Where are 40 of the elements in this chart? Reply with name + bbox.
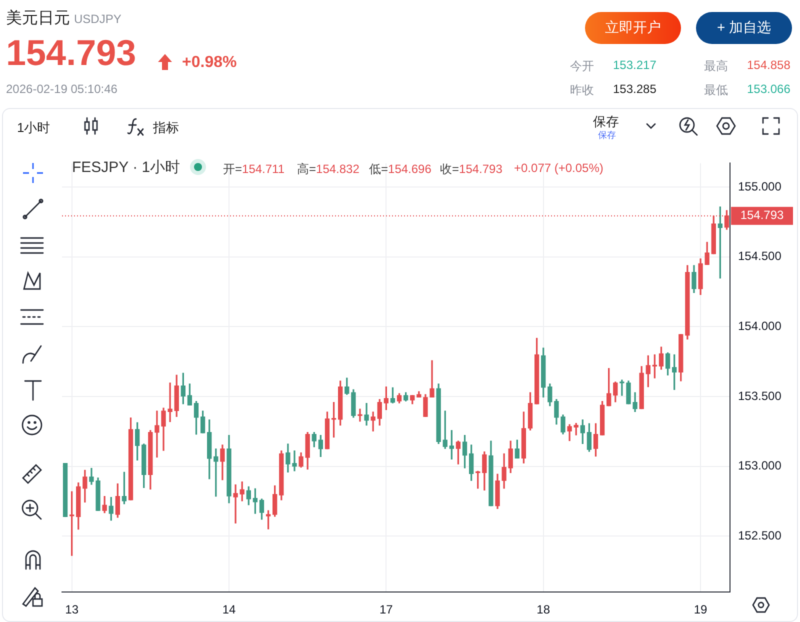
text: 今开 xyxy=(570,58,594,75)
y-tick-label: 153.500 xyxy=(738,388,782,403)
text: + 加自选 xyxy=(696,12,792,44)
chart-subtitle: USDJPY xyxy=(74,12,122,26)
text: 154.858 xyxy=(747,58,790,72)
y-tick-label: 154.500 xyxy=(738,249,782,264)
annotation: +0.077 (+0.05%) xyxy=(514,161,604,175)
y-tick-label: 153.000 xyxy=(738,458,782,473)
text: 2026-02-19 05:10:46 xyxy=(6,82,118,96)
text: 154.793 xyxy=(6,32,136,73)
annotation: 开=154.711 xyxy=(223,161,285,178)
annotation: FESJPY · 1小时 xyxy=(72,158,180,177)
chart-title: 美元日元 xyxy=(6,8,70,29)
x-tick-label: 17 xyxy=(379,602,394,617)
x-tick-label: 19 xyxy=(694,602,708,617)
annotation: 低=154.696 xyxy=(369,161,432,178)
x-tick-label: 18 xyxy=(536,602,550,617)
candlestick xyxy=(358,408,362,422)
text: 1小时 xyxy=(17,119,50,137)
text: 最低 xyxy=(704,82,728,99)
candlestick xyxy=(370,412,376,432)
text: 保存 xyxy=(598,129,616,142)
x-tick-label: 14 xyxy=(222,602,236,617)
text: +0.98% xyxy=(182,54,237,72)
annotation: 高=154.832 xyxy=(297,161,360,178)
x-tick-label: 13 xyxy=(65,602,79,617)
ref-line-label: 154.793 xyxy=(740,208,784,222)
candlestick xyxy=(233,484,238,524)
text: 153.066 xyxy=(747,82,790,96)
y-tick-label: 152.500 xyxy=(738,528,782,542)
y-tick-label: 155.000 xyxy=(738,179,782,194)
text: 昨收 xyxy=(570,82,594,99)
text: 收= xyxy=(440,162,460,176)
text: 153.217 xyxy=(613,58,656,72)
y-tick-label: 154.000 xyxy=(738,318,782,333)
text: 最高 xyxy=(704,58,728,75)
text: 立即开户 xyxy=(585,12,681,44)
text: 保存 xyxy=(593,113,619,130)
text: 153.285 xyxy=(613,82,656,96)
text: 指标 xyxy=(153,119,179,137)
